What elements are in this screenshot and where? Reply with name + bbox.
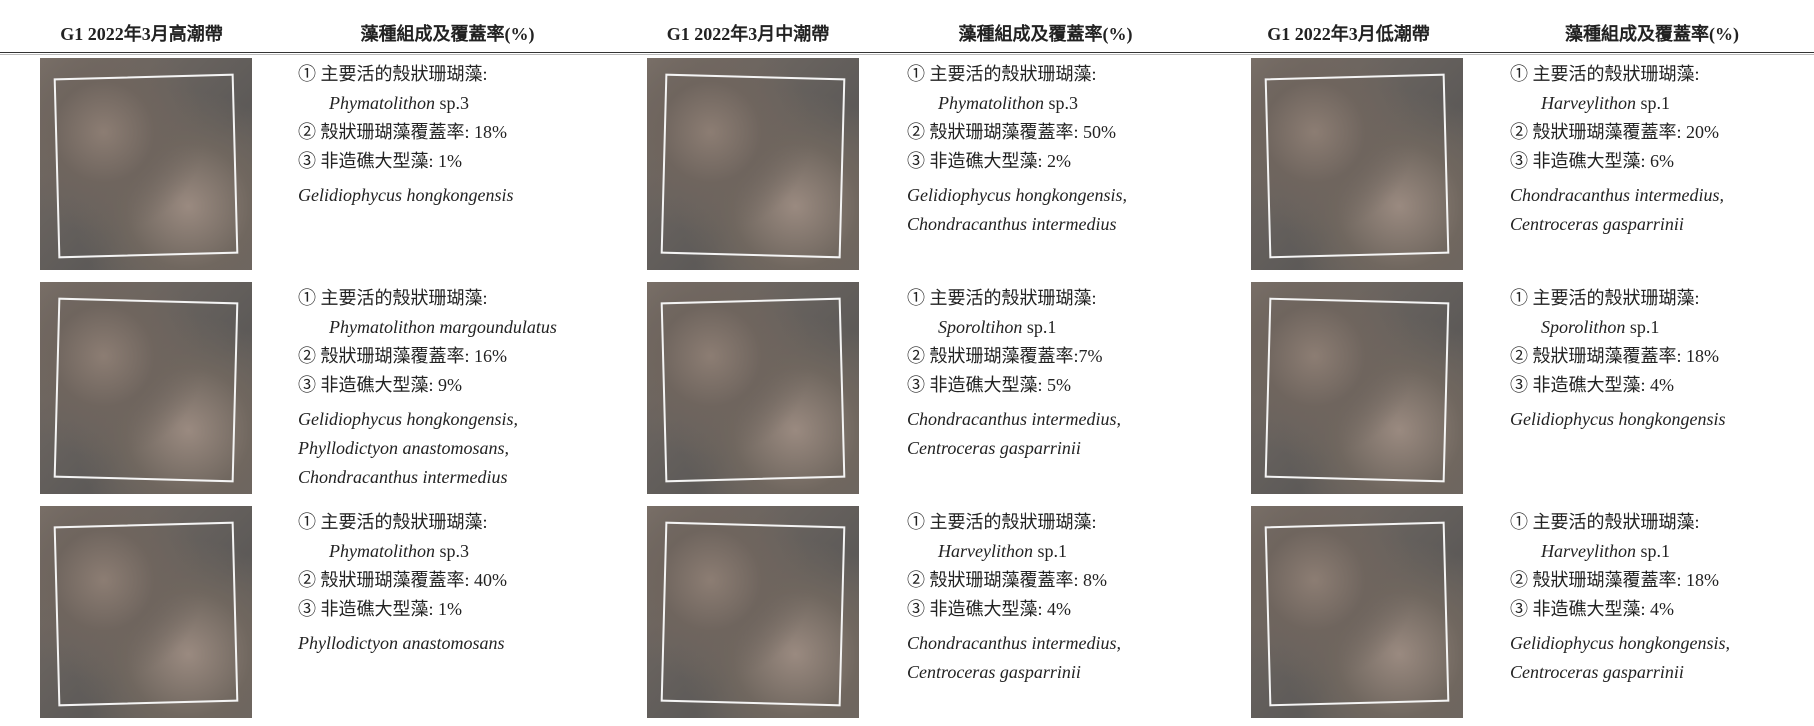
species-heading: ① 主要活的殼狀珊瑚藻: bbox=[298, 288, 488, 308]
other-species: Phyllodictyon anastomosans, bbox=[298, 438, 509, 458]
macroalgae: ③ 非造礁大型藻: 1% bbox=[298, 599, 462, 619]
coverage: ② 殼狀珊瑚藻覆蓋率: 8% bbox=[907, 570, 1107, 590]
genus: Harveylithon bbox=[1541, 541, 1636, 561]
species-heading: ① 主要活的殼狀珊瑚藻: bbox=[1510, 512, 1700, 532]
dominant-species: Sporolithon sp.1 bbox=[1541, 317, 1659, 337]
quadrat-frame bbox=[1264, 521, 1450, 707]
genus: Phymatolithon bbox=[938, 93, 1044, 113]
dominant-species: Phymatolithon sp.3 bbox=[329, 541, 469, 561]
other-species: Gelidiophycus hongkongensis, bbox=[1510, 633, 1730, 653]
other-species: Gelidiophycus hongkongensis, bbox=[298, 409, 518, 429]
quadrat-photo bbox=[1251, 58, 1463, 270]
other-species: Phyllodictyon anastomosans bbox=[298, 633, 505, 653]
coverage: ② 殼狀珊瑚藻覆蓋率: 40% bbox=[298, 570, 507, 590]
dominant-species: Harveylithon sp.1 bbox=[1541, 93, 1670, 113]
genus: Sporolithon bbox=[1541, 317, 1626, 337]
macroalgae: ③ 非造礁大型藻: 5% bbox=[907, 375, 1071, 395]
species-suffix: sp.3 bbox=[439, 541, 470, 561]
header-rule bbox=[0, 54, 1814, 55]
species-heading: ① 主要活的殼狀珊瑚藻: bbox=[298, 512, 488, 532]
other-species: Chondracanthus intermedius bbox=[907, 214, 1117, 234]
species-heading: ① 主要活的殼狀珊瑚藻: bbox=[1510, 288, 1700, 308]
coverage: ② 殼狀珊瑚藻覆蓋率: 18% bbox=[1510, 346, 1719, 366]
dominant-species: Phymatolithon sp.3 bbox=[938, 93, 1078, 113]
quadrat-frame bbox=[660, 73, 846, 259]
other-species: Gelidiophycus hongkongensis bbox=[298, 185, 514, 205]
macroalgae: ③ 非造礁大型藻: 4% bbox=[907, 599, 1071, 619]
coverage: ② 殼狀珊瑚藻覆蓋率: 16% bbox=[298, 346, 507, 366]
dominant-species: Harveylithon sp.1 bbox=[938, 541, 1067, 561]
coverage: ② 殼狀珊瑚藻覆蓋率: 18% bbox=[1510, 570, 1719, 590]
header-cell: 藻種組成及覆蓋率(%) bbox=[1565, 24, 1739, 44]
quadrat-frame bbox=[53, 73, 239, 259]
macroalgae: ③ 非造礁大型藻: 9% bbox=[298, 375, 462, 395]
other-species: Chondracanthus intermedius, bbox=[1510, 185, 1724, 205]
quadrat-photo bbox=[40, 282, 252, 494]
quadrat-photo bbox=[647, 58, 859, 270]
quadrat-frame bbox=[1264, 297, 1450, 483]
dominant-species: Phymatolithon sp.3 bbox=[329, 93, 469, 113]
quadrat-frame bbox=[660, 521, 846, 707]
quadrat-frame bbox=[660, 297, 846, 483]
macroalgae: ③ 非造礁大型藻: 4% bbox=[1510, 599, 1674, 619]
genus: Sporoltihon bbox=[938, 317, 1023, 337]
header-cell: 藻種組成及覆蓋率(%) bbox=[958, 24, 1133, 44]
quadrat-frame bbox=[53, 521, 239, 707]
species-heading: ① 主要活的殼狀珊瑚藻: bbox=[907, 512, 1097, 532]
header-cell: G1 2022年3月高潮帶 bbox=[60, 24, 223, 44]
other-species: Chondracanthus intermedius, bbox=[907, 633, 1121, 653]
other-species: Centroceras gasparrinii bbox=[907, 662, 1081, 682]
coverage: ② 殼狀珊瑚藻覆蓋率: 18% bbox=[298, 122, 507, 142]
quadrat-photo bbox=[1251, 282, 1463, 494]
quadrat-photo bbox=[647, 506, 859, 718]
coverage: ② 殼狀珊瑚藻覆蓋率:7% bbox=[907, 346, 1103, 366]
macroalgae: ③ 非造礁大型藻: 4% bbox=[1510, 375, 1674, 395]
genus: Phymatolithon bbox=[329, 93, 435, 113]
dominant-species: Phymatolithon margoundulatus bbox=[329, 317, 557, 337]
quadrat-photo bbox=[40, 58, 252, 270]
macroalgae: ③ 非造礁大型藻: 2% bbox=[907, 151, 1071, 171]
species-heading: ① 主要活的殼狀珊瑚藻: bbox=[298, 64, 488, 84]
species-suffix: sp.3 bbox=[1048, 93, 1079, 113]
coverage: ② 殼狀珊瑚藻覆蓋率: 50% bbox=[907, 122, 1116, 142]
other-species: Chondracanthus intermedius bbox=[298, 467, 508, 487]
other-species: Centroceras gasparrinii bbox=[1510, 214, 1684, 234]
species-suffix: sp.1 bbox=[1640, 541, 1670, 561]
dominant-species: Sporoltihon sp.1 bbox=[938, 317, 1056, 337]
quadrat-photo bbox=[647, 282, 859, 494]
species-suffix: sp.3 bbox=[439, 93, 470, 113]
species-suffix: sp.1 bbox=[1629, 317, 1660, 337]
other-species: Centroceras gasparrinii bbox=[907, 438, 1081, 458]
species-suffix: sp.1 bbox=[1640, 93, 1670, 113]
genus: Phymatolithon bbox=[329, 541, 435, 561]
other-species: Gelidiophycus hongkongensis, bbox=[907, 185, 1127, 205]
species-suffix: sp.1 bbox=[1026, 317, 1057, 337]
coverage: ② 殼狀珊瑚藻覆蓋率: 20% bbox=[1510, 122, 1719, 142]
other-species: Chondracanthus intermedius, bbox=[907, 409, 1121, 429]
species-heading: ① 主要活的殼狀珊瑚藻: bbox=[1510, 64, 1700, 84]
genus: Harveylithon bbox=[1541, 93, 1636, 113]
header-rule bbox=[0, 52, 1814, 53]
quadrat-frame bbox=[53, 297, 239, 483]
quadrat-frame bbox=[1264, 73, 1450, 259]
species-heading: ① 主要活的殼狀珊瑚藻: bbox=[907, 64, 1097, 84]
quadrat-photo bbox=[40, 506, 252, 718]
other-species: Centroceras gasparrinii bbox=[1510, 662, 1684, 682]
genus: Harveylithon bbox=[938, 541, 1033, 561]
quadrat-photo bbox=[1251, 506, 1463, 718]
dominant-species: Harveylithon sp.1 bbox=[1541, 541, 1670, 561]
other-species: Gelidiophycus hongkongensis bbox=[1510, 409, 1726, 429]
species-suffix: sp.1 bbox=[1037, 541, 1067, 561]
header-cell: 藻種組成及覆蓋率(%) bbox=[360, 24, 535, 44]
genus: Phymatolithon margoundulatus bbox=[329, 317, 557, 337]
species-heading: ① 主要活的殼狀珊瑚藻: bbox=[907, 288, 1097, 308]
header-cell: G1 2022年3月中潮帶 bbox=[666, 24, 830, 44]
macroalgae: ③ 非造礁大型藻: 1% bbox=[298, 151, 462, 171]
macroalgae: ③ 非造礁大型藻: 6% bbox=[1510, 151, 1674, 171]
header-cell: G1 2022年3月低潮帶 bbox=[1267, 24, 1430, 44]
